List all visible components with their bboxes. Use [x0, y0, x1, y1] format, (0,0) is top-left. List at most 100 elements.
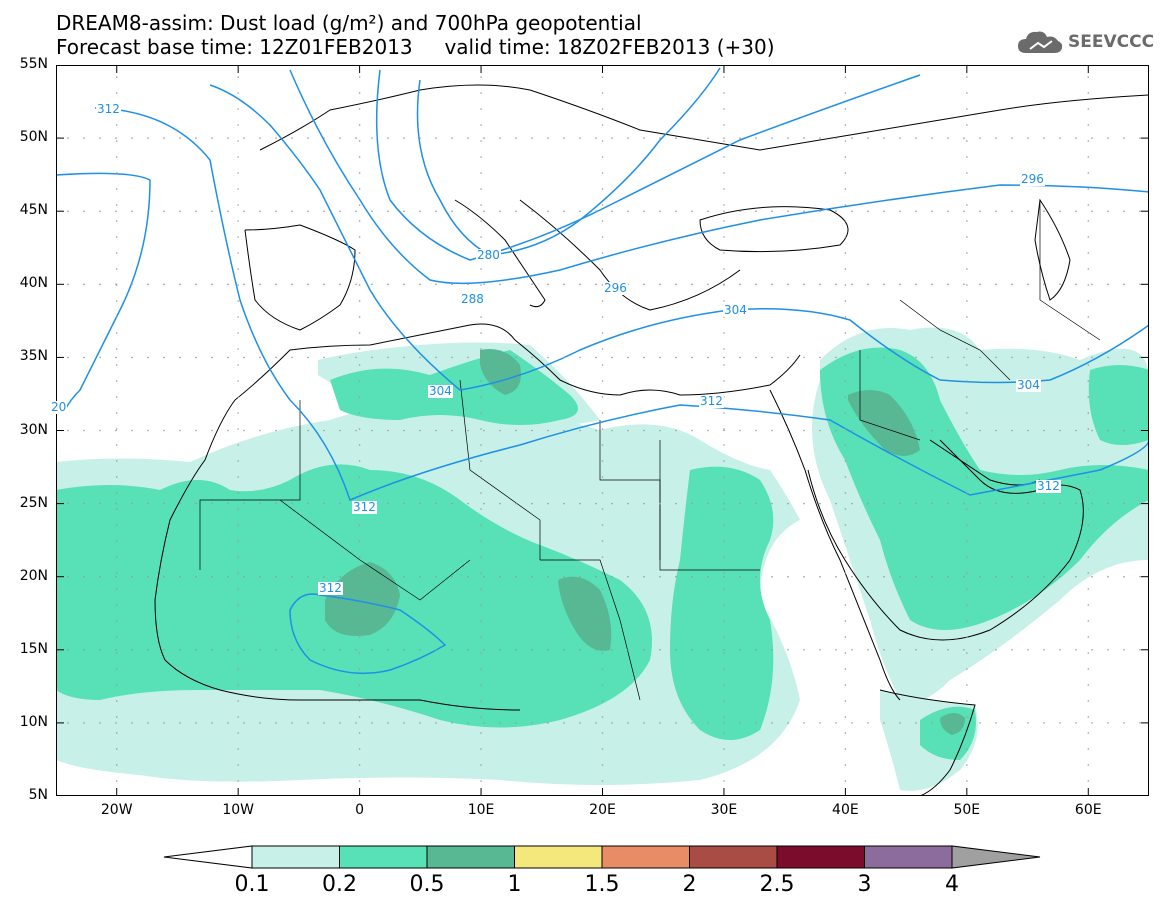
grid-dot [237, 364, 239, 366]
grid-dot [358, 284, 361, 286]
grid-dot [355, 356, 357, 359]
grid-dot [659, 649, 661, 651]
grid-dot [451, 649, 453, 651]
grid-dot [480, 220, 482, 222]
colorbar-label: 0.2 [322, 872, 357, 897]
grid-dot [601, 588, 604, 590]
grid-dot [211, 502, 213, 505]
grid-dot [1087, 348, 1090, 350]
grid-dot [844, 236, 847, 238]
grid-dot [227, 210, 229, 212]
grid-dot [601, 172, 604, 174]
grid-dot [723, 620, 725, 622]
grid-dot [966, 700, 968, 702]
grid-dot [1011, 575, 1013, 578]
grid-dot [867, 137, 869, 139]
grid-dot [339, 283, 341, 286]
grid-dot [844, 732, 847, 734]
grid-dot [355, 137, 357, 139]
grid-dot [131, 575, 133, 578]
grid-dot [435, 283, 437, 286]
grid-dot [1087, 668, 1090, 670]
grid-dot [371, 137, 373, 139]
grid-dot [601, 668, 604, 670]
grid-dot [723, 210, 725, 212]
grid-dot [595, 137, 597, 139]
grid-dot [237, 300, 239, 302]
grid-dot [844, 492, 847, 494]
grid-dot [403, 210, 405, 212]
grid-dot [844, 172, 847, 174]
grid-dot [467, 210, 469, 212]
contour-label: 304 [428, 384, 453, 398]
grid-dot [531, 356, 533, 359]
grid-dot [601, 428, 604, 430]
grid-dot [963, 722, 965, 724]
grid-dot [601, 460, 604, 462]
grid-dot [131, 137, 133, 139]
grid-dot [947, 137, 949, 139]
colorbar [163, 845, 1041, 869]
grid-dot [237, 700, 239, 702]
grid-dot [844, 572, 847, 574]
grid-dot [1059, 429, 1061, 432]
grid-dot [1087, 76, 1090, 78]
grid-dot [358, 172, 361, 174]
grid-dot [723, 684, 725, 686]
grid-dot [259, 210, 261, 212]
grid-dot [723, 380, 725, 382]
grid-dot [371, 575, 373, 578]
grid-dot [1011, 429, 1013, 432]
grid-dot [966, 684, 968, 686]
grid-dot [483, 429, 485, 432]
grid-dot [99, 722, 101, 724]
grid-dot [115, 502, 117, 505]
grid-dot [358, 316, 361, 318]
contour-label: 296 [603, 281, 628, 295]
grid-dot [611, 502, 613, 505]
grid-dot [1075, 502, 1077, 505]
grid-dot [601, 572, 604, 574]
grid-dot [291, 722, 293, 724]
grid-dot [179, 502, 181, 505]
grid-dot [771, 283, 773, 286]
grid-dot [1087, 492, 1090, 494]
grid-dot [483, 283, 485, 286]
grid-dot [723, 572, 725, 574]
grid-dot [755, 575, 757, 578]
grid-dot [601, 556, 604, 558]
grid-dot [1075, 722, 1077, 724]
grid-dot [358, 236, 361, 238]
grid-dot [483, 722, 485, 724]
grid-dot [480, 540, 482, 542]
grid-dot [966, 172, 968, 174]
grid-dot [419, 210, 421, 212]
grid-dot [966, 620, 968, 622]
grid-dot [99, 649, 101, 651]
grid-dot [851, 283, 853, 286]
grid-dot [1075, 283, 1077, 286]
grid-dot [115, 188, 118, 190]
grid-dot [355, 429, 357, 432]
grid-dot [915, 356, 917, 359]
grid-dot [899, 502, 901, 505]
grid-dot [237, 236, 239, 238]
grid-dot [531, 575, 533, 578]
grid-dot [601, 748, 604, 750]
grid-dot [259, 137, 261, 139]
grid-dot [291, 649, 293, 651]
grid-dot [627, 502, 629, 505]
grid-dot [579, 283, 581, 286]
grid-dot [547, 649, 549, 651]
grid-dot [480, 732, 482, 734]
grid-dot [1087, 444, 1090, 446]
grid-dot [387, 649, 389, 651]
grid-dot [480, 780, 482, 782]
grid-dot [115, 364, 118, 366]
grid-dot [131, 649, 133, 651]
grid-dot [844, 284, 847, 286]
grid-dot [803, 356, 805, 359]
grid-dot [723, 108, 725, 110]
map-title-line-1: DREAM8-assim: Dust load (g/m²) and 700hP… [56, 11, 642, 35]
grid-dot [115, 556, 118, 558]
